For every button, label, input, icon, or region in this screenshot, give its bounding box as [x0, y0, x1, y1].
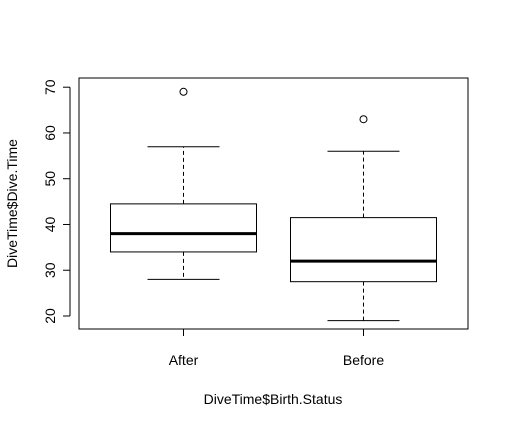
y-tick-label: 40 [42, 216, 58, 232]
box-before [290, 115, 437, 322]
outlier-point [179, 87, 188, 96]
y-tick-label: 60 [42, 125, 58, 141]
box-iqr [110, 203, 257, 253]
x-axis-title: DiveTime$Birth.Status [204, 391, 343, 407]
box-after [110, 87, 257, 280]
y-tick-label: 20 [42, 308, 58, 324]
x-tick-label: After [169, 352, 199, 368]
y-tick-label: 70 [42, 79, 58, 95]
boxes [110, 87, 437, 322]
plot-frame [78, 77, 469, 330]
x-tick-label: Before [343, 352, 384, 368]
x-axis: After Before [169, 329, 384, 368]
y-axis-title: DiveTime$Dive.Time [4, 139, 20, 268]
y-axis: 20 30 40 50 60 70 [42, 79, 71, 324]
box-iqr [290, 217, 437, 283]
outlier-point [359, 115, 368, 124]
y-tick-label: 30 [42, 262, 58, 278]
y-tick-label: 50 [42, 171, 58, 187]
